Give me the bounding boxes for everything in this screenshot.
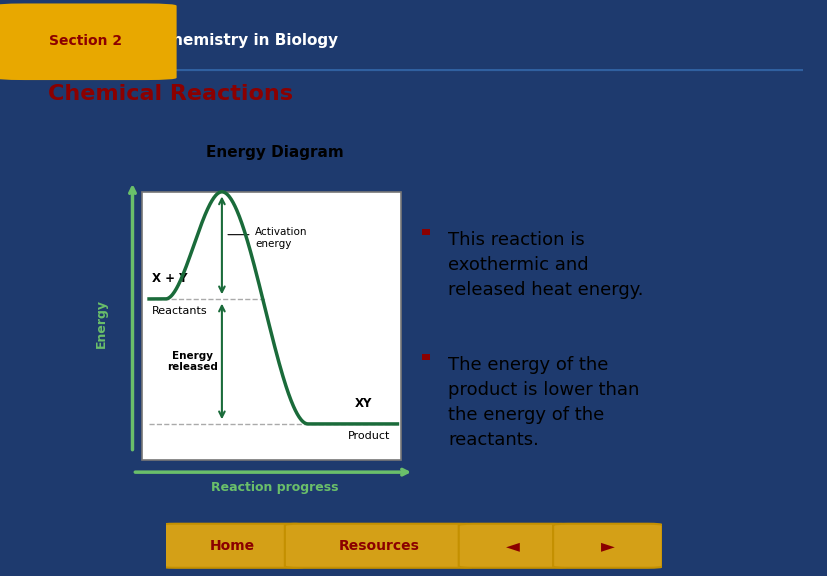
Bar xyxy=(421,354,429,359)
Bar xyxy=(421,229,429,234)
Text: XY: XY xyxy=(354,397,371,410)
FancyBboxPatch shape xyxy=(160,524,304,568)
Text: Reaction progress: Reaction progress xyxy=(211,480,338,494)
FancyBboxPatch shape xyxy=(458,524,567,568)
Text: Home: Home xyxy=(210,539,255,553)
Text: Energy: Energy xyxy=(94,300,108,348)
Bar xyxy=(142,192,400,460)
Text: Energy
released: Energy released xyxy=(166,351,218,372)
FancyBboxPatch shape xyxy=(552,524,662,568)
FancyBboxPatch shape xyxy=(284,524,473,568)
Text: Section 2: Section 2 xyxy=(49,35,122,48)
Text: ◄: ◄ xyxy=(506,537,519,555)
Text: The energy of the
product is lower than
the energy of the
reactants.: The energy of the product is lower than … xyxy=(447,356,639,449)
FancyBboxPatch shape xyxy=(0,3,176,80)
Text: This reaction is
exothermic and
released heat energy.: This reaction is exothermic and released… xyxy=(447,231,643,299)
Text: Reactants: Reactants xyxy=(152,306,208,316)
Text: ►: ► xyxy=(600,537,614,555)
Text: Energy Diagram: Energy Diagram xyxy=(206,145,343,160)
Text: Chemical Reactions: Chemical Reactions xyxy=(48,85,293,104)
Text: Resources: Resources xyxy=(338,539,419,553)
Text: X + Y: X + Y xyxy=(152,272,188,285)
Text: Chemistry in Biology: Chemistry in Biology xyxy=(160,33,337,48)
Text: Activation
energy: Activation energy xyxy=(255,228,307,249)
Text: Product: Product xyxy=(347,431,390,441)
